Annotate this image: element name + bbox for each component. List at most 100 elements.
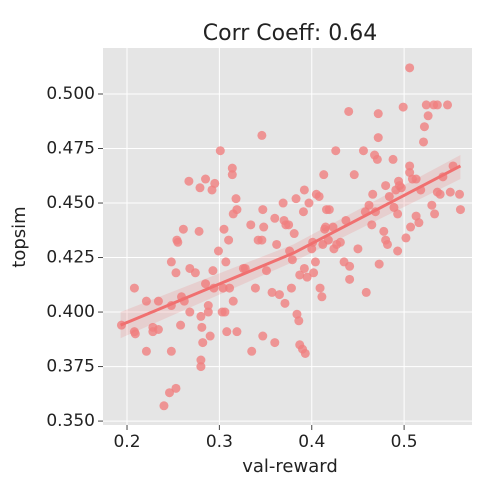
point — [364, 200, 374, 210]
point — [259, 222, 269, 232]
point — [129, 283, 139, 293]
point — [304, 198, 314, 208]
x-tick-label: 0.4 — [298, 432, 325, 452]
point — [423, 111, 433, 121]
point — [194, 226, 204, 236]
point — [328, 222, 338, 232]
point — [159, 401, 169, 411]
point — [368, 189, 378, 199]
point — [171, 383, 181, 393]
point — [141, 296, 151, 306]
point — [432, 100, 442, 110]
y-tick-label: 0.500 — [46, 84, 95, 104]
point — [171, 268, 181, 278]
y-tick-label: 0.425 — [46, 248, 95, 268]
y-axis-label: topsim — [9, 206, 30, 267]
point — [205, 331, 215, 341]
point — [232, 205, 242, 215]
point — [196, 362, 206, 372]
point — [289, 229, 299, 239]
point — [294, 316, 304, 326]
point — [373, 109, 383, 119]
point — [218, 283, 228, 293]
point — [196, 311, 206, 321]
point — [224, 235, 234, 245]
point — [291, 194, 301, 204]
point — [331, 146, 341, 156]
point — [141, 346, 151, 356]
point — [184, 176, 194, 186]
point — [443, 100, 453, 110]
point — [319, 170, 329, 180]
point — [257, 235, 267, 245]
point — [287, 255, 297, 265]
point — [349, 170, 359, 180]
point — [361, 287, 371, 297]
x-tick-label: 0.5 — [391, 432, 418, 452]
point — [295, 270, 305, 280]
point — [208, 266, 218, 276]
point — [261, 266, 271, 276]
y-tick-label: 0.400 — [46, 302, 95, 322]
point — [203, 307, 213, 317]
point — [455, 189, 465, 199]
point — [323, 235, 333, 245]
point — [247, 346, 257, 356]
x-tick-label: 0.3 — [206, 432, 233, 452]
point — [310, 257, 320, 267]
plot-background — [103, 48, 472, 425]
y-tick-label: 0.375 — [46, 357, 95, 377]
point — [382, 239, 392, 249]
point — [227, 170, 237, 180]
point — [267, 287, 277, 297]
point — [419, 122, 429, 132]
point — [197, 322, 207, 332]
point — [130, 329, 140, 339]
point — [219, 224, 229, 234]
point — [225, 283, 235, 293]
point — [321, 222, 331, 232]
y-tick-label: 0.450 — [46, 193, 95, 213]
point — [396, 183, 406, 193]
point — [213, 246, 223, 256]
chart-title: Corr Coeff: 0.64 — [203, 21, 377, 46]
point — [176, 320, 186, 330]
point — [381, 181, 391, 191]
point — [221, 257, 231, 267]
y-tick-label: 0.350 — [46, 411, 95, 431]
point — [435, 189, 445, 199]
point — [185, 307, 195, 317]
point — [228, 296, 238, 306]
point — [398, 102, 408, 112]
point — [324, 205, 334, 215]
point — [190, 268, 200, 278]
point — [201, 174, 211, 184]
point — [430, 209, 440, 219]
x-tick-label: 0.2 — [113, 432, 140, 452]
point — [388, 154, 398, 164]
point — [358, 146, 368, 156]
point — [270, 213, 280, 223]
point — [153, 296, 163, 306]
point — [302, 272, 312, 282]
point — [455, 205, 465, 215]
point — [250, 283, 260, 293]
point — [298, 207, 308, 217]
confidence-band — [120, 155, 461, 339]
point — [198, 338, 208, 348]
point — [421, 100, 431, 110]
point — [257, 130, 267, 140]
point — [341, 215, 351, 225]
point — [166, 257, 176, 267]
point — [411, 174, 421, 184]
regression-line — [119, 164, 462, 327]
point — [210, 178, 220, 188]
point — [178, 224, 188, 234]
point — [317, 292, 327, 302]
point — [389, 202, 399, 212]
point — [166, 346, 176, 356]
point — [153, 324, 163, 334]
y-tick-label: 0.475 — [46, 139, 95, 159]
point — [300, 348, 310, 358]
